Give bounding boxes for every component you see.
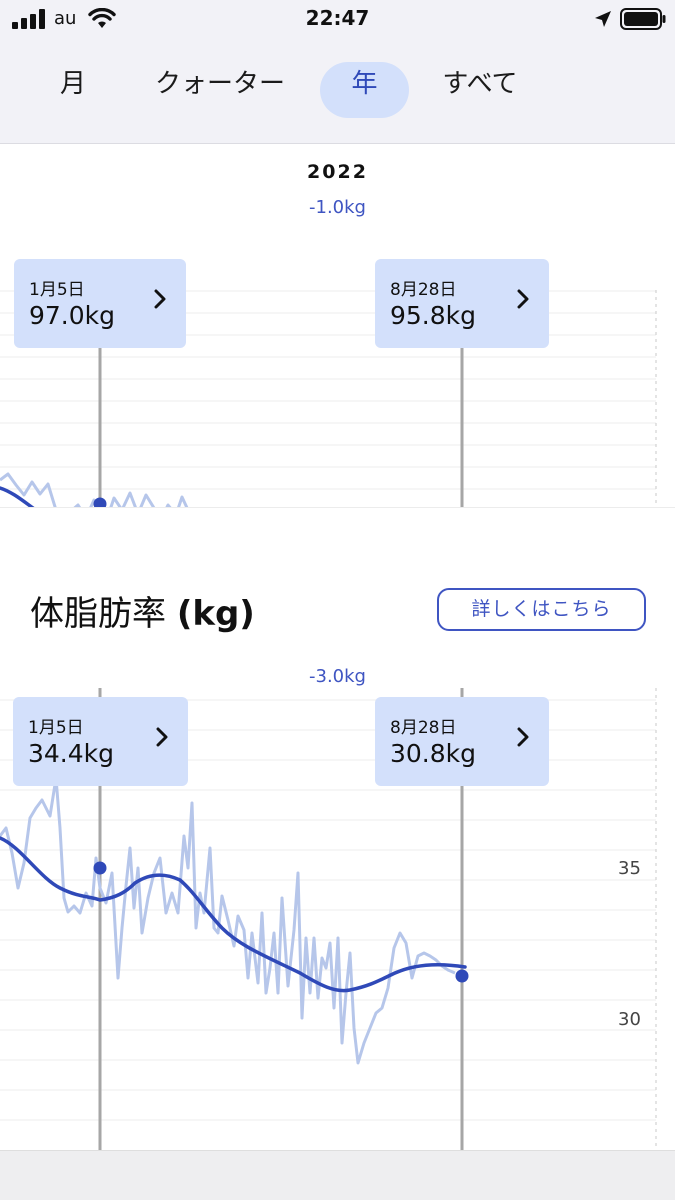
callout-date: 8月28日 (390, 718, 457, 738)
body-fat-chart-panel: 体脂肪率 (kg) 詳しくはこちら -3.0kg 35 30 1月5日 34.4… (0, 508, 675, 1150)
body-fat-start-callout[interactable]: 1月5日 34.4kg (13, 697, 188, 786)
section-title-text: 体脂肪率 (30, 594, 166, 634)
body-fat-delta: -3.0kg (309, 666, 366, 687)
weight-chart-panel: 2022 -1.0kg 94 92 90 1月5日 97.0kg 8月28日 9… (0, 145, 675, 507)
callout-value: 34.4kg (28, 739, 115, 768)
weight-start-callout[interactable]: 1月5日 97.0kg (14, 259, 186, 348)
start-point[interactable] (93, 497, 107, 508)
chevron-right-icon (154, 289, 166, 309)
wifi-icon (88, 8, 116, 28)
chart-year-label: 2022 (307, 161, 368, 183)
callout-date: 8月28日 (390, 280, 457, 300)
location-arrow-icon (595, 11, 611, 27)
callout-date: 1月5日 (29, 280, 85, 300)
start-point[interactable] (93, 861, 107, 875)
callout-date: 1月5日 (28, 718, 84, 738)
end-point[interactable] (455, 969, 469, 983)
tab-quarter[interactable]: クォーター (154, 69, 285, 99)
weight-raw-line (0, 472, 189, 507)
section-title: 体脂肪率 (kg) (30, 586, 255, 635)
y-tick-label: 35 (618, 858, 641, 879)
weight-trend-line (0, 486, 35, 507)
tab-all[interactable]: すべて (442, 69, 518, 99)
period-tabs: 月 クォーター 年 すべて (0, 40, 675, 144)
body-fat-raw-line (0, 776, 456, 1065)
callout-value: 97.0kg (29, 301, 116, 330)
section-title-unit: (kg) (176, 594, 255, 634)
status-bar: au 22:47 (0, 0, 675, 40)
weight-delta: -1.0kg (309, 197, 366, 218)
section-divider (0, 507, 675, 508)
chevron-right-icon (156, 727, 168, 747)
callout-value: 95.8kg (390, 301, 477, 330)
body-fat-trend-line (0, 836, 467, 993)
body-fat-end-callout[interactable]: 8月28日 30.8kg (375, 697, 549, 786)
tab-month[interactable]: 月 (59, 69, 86, 99)
chevron-right-icon (517, 289, 529, 309)
learn-more-button[interactable]: 詳しくはこちら (437, 588, 646, 631)
callout-value: 30.8kg (390, 739, 477, 768)
carrier-name: au (54, 8, 77, 29)
chevron-right-icon (517, 727, 529, 747)
y-tick-label: 30 (618, 1009, 641, 1030)
tab-year[interactable]: 年 (320, 62, 409, 118)
weight-end-callout[interactable]: 8月28日 95.8kg (375, 259, 549, 348)
status-time: 22:47 (305, 6, 370, 30)
battery-icon (620, 8, 666, 30)
signal-icon (12, 9, 45, 29)
bottom-bar (0, 1150, 675, 1200)
